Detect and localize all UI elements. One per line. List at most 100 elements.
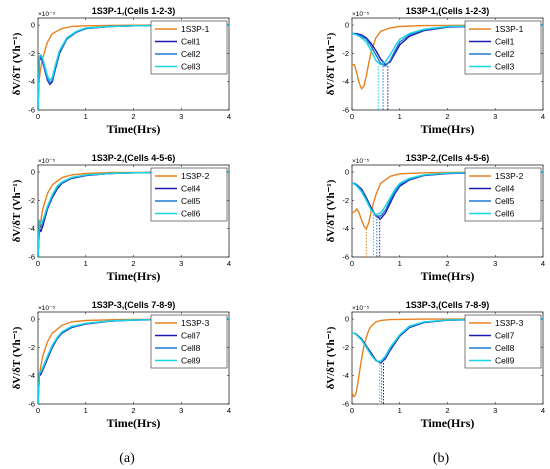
legend-label: Cell7 (495, 331, 515, 341)
legend-box (150, 20, 228, 75)
x-tick-label: 3 (493, 259, 497, 268)
y-axis-label: δV/δT (Vh⁻¹) (11, 326, 23, 389)
x-axis-label: Time(Hrs) (421, 122, 475, 136)
legend-label: Cell3 (181, 62, 201, 72)
legend-label: Cell6 (181, 209, 201, 219)
y-tick-label: 0 (345, 168, 349, 177)
legend-box (464, 167, 542, 222)
y-tick-label: 0 (31, 21, 35, 30)
x-tick-label: 4 (541, 406, 545, 415)
legend-label: 1S3P-1 (495, 24, 524, 34)
series-line-cell6 (38, 171, 229, 257)
legend-label: Cell8 (181, 343, 201, 353)
x-tick-label: 2 (131, 259, 135, 268)
y-exponent-label: ×10⁻⁵ (352, 158, 369, 165)
y-tick-label: -4 (28, 371, 35, 380)
series-line-cell9 (38, 318, 229, 404)
y-tick-label: -6 (28, 253, 35, 262)
series-group (352, 24, 543, 110)
y-tick-label: -4 (342, 371, 349, 380)
x-tick-label: 0 (350, 112, 354, 121)
x-tick-label: 4 (227, 112, 231, 121)
series-group (38, 24, 229, 110)
y-tick-label: -2 (28, 343, 35, 352)
y-axis-label: δV/δT (Vh⁻¹) (325, 32, 337, 95)
chart-panel-b-2: 1S3P-2,(Cells 4-5-6)×10⁻⁵0 1 2 3 4-6-4-20Tim… (325, 153, 545, 283)
x-tick-label: 1 (84, 112, 88, 121)
series-line-cell3 (352, 24, 543, 66)
y-tick-label: 0 (345, 21, 349, 30)
series-line-cell3 (38, 24, 229, 110)
x-tick-label: 2 (445, 406, 449, 415)
y-tick-label: -4 (342, 224, 349, 233)
y-tick-label: -6 (342, 253, 349, 262)
y-tick-label: -6 (342, 106, 349, 115)
x-tick-label: 2 (131, 406, 135, 415)
y-tick-label: -2 (342, 49, 349, 58)
legend-label: 1S3P-2 (495, 171, 524, 181)
x-tick-label: 3 (179, 259, 183, 268)
legend-label: 1S3P-3 (495, 318, 524, 328)
legend-label: Cell1 (495, 37, 515, 47)
y-tick-label: -2 (28, 196, 35, 205)
y-exponent-label: ×10⁻⁵ (352, 305, 369, 312)
x-tick-label: 0 (36, 112, 40, 121)
legend-label: 1S3P-1 (181, 24, 210, 34)
chart-panel-a-1: 1S3P-1,(Cells 1-2-3)×10⁻⁵0 1 2 3 4-6-4-20Tim… (11, 6, 231, 136)
legend-box (150, 167, 228, 222)
x-tick-label: 0 (350, 259, 354, 268)
legend-label: Cell9 (495, 356, 515, 366)
series-group (38, 171, 229, 257)
legend: 1S3P-1 Cell1 Cell2 Cell3 (150, 20, 228, 75)
y-axis-label: δV/δT (Vh⁻¹) (11, 179, 23, 242)
chart-title: 1S3P-2,(Cells 4-5-6) (92, 153, 176, 163)
legend-label: Cell2 (181, 49, 201, 59)
y-axis-label: δV/δT (Vh⁻¹) (325, 326, 337, 389)
x-axis-label: Time(Hrs) (107, 269, 161, 283)
x-tick-label: 1 (398, 259, 402, 268)
legend-label: Cell1 (181, 37, 201, 47)
x-tick-label: 2 (445, 112, 449, 121)
y-exponent-label: ×10⁻⁵ (38, 158, 55, 165)
x-axis-label: Time(Hrs) (421, 416, 475, 430)
y-tick-label: -6 (342, 400, 349, 409)
legend-box (464, 20, 542, 75)
chart-panel-a-3: 1S3P-3,(Cells 7-8-9)×10⁻⁵0 1 2 3 4-6-4-20Tim… (11, 300, 231, 430)
legend-label: Cell5 (495, 196, 515, 206)
x-tick-label: 1 (398, 406, 402, 415)
y-axis-label: δV/δT (Vh⁻¹) (11, 32, 23, 95)
y-tick-label: -4 (28, 77, 35, 86)
legend: 1S3P-1 Cell1 Cell2 Cell3 (464, 20, 542, 75)
chart-title: 1S3P-3,(Cells 7-8-9) (92, 300, 176, 310)
legend-label: Cell2 (495, 49, 515, 59)
y-tick-label: -2 (342, 196, 349, 205)
chart-title: 1S3P-3,(Cells 7-8-9) (406, 300, 490, 310)
chart-panel-b-1: 1S3P-1,(Cells 1-2-3)×10⁻⁵0 1 2 3 4-6-4-20Tim… (325, 6, 545, 136)
legend: 1S3P-3 Cell7 Cell8 Cell9 (464, 314, 542, 369)
x-tick-label: 2 (131, 112, 135, 121)
y-tick-label: -4 (342, 77, 349, 86)
x-tick-label: 4 (227, 259, 231, 268)
x-axis-label: Time(Hrs) (107, 122, 161, 136)
series-group (38, 318, 229, 404)
x-tick-label: 4 (541, 259, 545, 268)
legend-label: Cell8 (495, 343, 515, 353)
y-tick-label: 0 (31, 315, 35, 324)
legend-label: 1S3P-3 (181, 318, 210, 328)
x-tick-label: 3 (493, 112, 497, 121)
x-tick-label: 0 (350, 406, 354, 415)
legend: 1S3P-2 Cell4 Cell5 Cell6 (150, 167, 228, 222)
y-exponent-label: ×10⁻⁵ (38, 11, 55, 18)
x-tick-label: 1 (84, 259, 88, 268)
legend-label: 1S3P-2 (181, 171, 210, 181)
chart-title: 1S3P-1,(Cells 1-2-3) (92, 6, 176, 16)
caption-a: (a) (119, 451, 135, 466)
legend-box (464, 314, 542, 369)
x-tick-label: 1 (84, 406, 88, 415)
legend-label: Cell7 (181, 331, 201, 341)
x-tick-label: 3 (179, 406, 183, 415)
chart-panel-b-3: 1S3P-3,(Cells 7-8-9)×10⁻⁵0 1 2 3 4-6-4-20Tim… (325, 300, 545, 430)
caption-b: (b) (433, 451, 450, 466)
legend-label: Cell3 (495, 62, 515, 72)
